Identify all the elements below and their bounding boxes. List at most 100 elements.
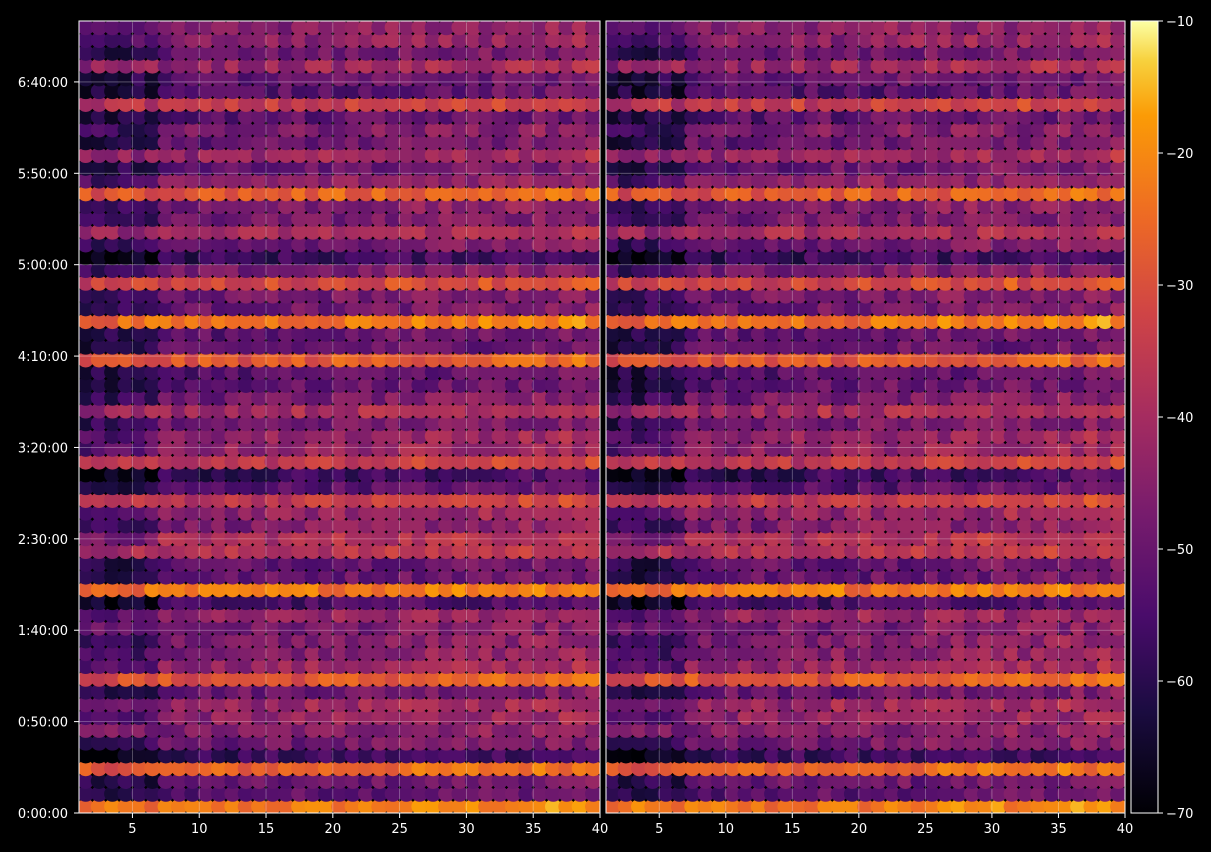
heatmap-cell [670,441,688,457]
heatmap-cell [1070,645,1087,662]
heatmap-cell [130,428,148,445]
heatmap-cell [304,453,322,470]
heatmap-cell [1110,147,1125,164]
heatmap-cell [451,670,469,687]
heatmap-cell [571,351,589,368]
heatmap-cell [478,300,495,317]
heatmap-cell [304,492,322,508]
heatmap-cell [170,70,188,87]
heatmap-cell [197,389,215,406]
heatmap-cell [977,326,994,342]
heatmap-cell [857,83,874,100]
heatmap-cell [277,773,295,789]
heatmap-cell [870,696,888,713]
heatmap-cell [937,504,954,521]
heatmap-cell [724,198,741,215]
heatmap-cell [518,555,535,572]
heatmap-cell [631,798,648,813]
heatmap-cell [950,96,967,112]
heatmap-cell [558,45,575,61]
heatmap-cell [424,402,442,419]
heatmap-cell [843,21,861,36]
heatmap-cell [1056,415,1074,432]
heatmap-cell [104,236,121,253]
heatmap-cell [264,568,281,585]
heatmap-cell [531,568,549,585]
heatmap-cell [571,658,589,675]
heatmap-cell [817,326,834,342]
heatmap-cell [950,645,967,662]
heatmap-cell [697,747,715,764]
heatmap-cell [504,262,522,279]
heatmap-cell [1030,121,1047,138]
heatmap-cell [264,543,281,560]
heatmap-cell [910,45,927,61]
heatmap-cell [830,773,848,789]
heatmap-cell [1070,798,1087,813]
heatmap-cell [817,108,834,125]
heatmap-cell [224,83,241,100]
y-tick-label: 1:40:00 [18,624,68,639]
heatmap-cell [464,326,482,342]
heatmap-cell [977,198,994,215]
heatmap-cell [518,607,535,623]
heatmap-cell [790,543,808,560]
heatmap-cell [210,709,228,726]
heatmap-cell [1056,441,1074,457]
heatmap-cell [344,389,362,406]
heatmap-cell [910,543,927,560]
heatmap-cell [491,492,509,508]
heatmap-cell [79,70,94,87]
heatmap-cell [464,300,482,317]
heatmap-cell [237,581,255,598]
heatmap-cell [210,300,228,317]
heatmap-cell [371,147,388,164]
heatmap-cell [424,57,442,74]
heatmap-cell [558,658,575,675]
heatmap-cell [90,377,108,393]
heatmap-cell [130,274,148,291]
heatmap-cell [737,555,754,572]
heatmap-cell [104,223,121,240]
heatmap-cell [197,198,215,215]
heatmap-cell [504,747,522,764]
heatmap-cell [857,415,874,432]
heatmap-cell [843,428,861,445]
heatmap-cell [777,236,794,253]
heatmap-cell [1083,147,1100,164]
heatmap-cell [883,32,901,49]
heatmap-cell [670,453,688,470]
heatmap-cell [451,581,469,598]
heatmap-cell [1056,159,1074,176]
heatmap-cell [923,402,941,419]
heatmap-cell [790,147,808,164]
heatmap-cell [631,530,648,547]
heatmap-cell [724,530,741,547]
heatmap-cell [737,415,754,432]
heatmap-cell [910,21,927,36]
heatmap-cell [1083,236,1100,253]
heatmap-cell [963,32,981,49]
heatmap-cell [210,504,228,521]
heatmap-cell [644,658,661,675]
heatmap-cell [750,722,768,738]
heatmap-cell [264,83,281,100]
heatmap-cell [670,300,688,317]
heatmap-cell [1070,364,1087,381]
heatmap-cell [224,504,241,521]
heatmap-cell [737,364,754,381]
heatmap-cell [571,326,589,342]
heatmap-cell [304,747,322,764]
heatmap-cell [558,760,575,777]
heatmap-cell [1083,108,1100,125]
heatmap-cell [531,658,549,675]
heatmap-cell [950,159,967,176]
heatmap-cell [606,45,621,61]
heatmap-cell [1030,402,1047,419]
heatmap-cell [157,236,175,253]
heatmap-cell [897,696,914,713]
heatmap-cell [1070,45,1087,61]
heatmap-cell [1043,134,1061,151]
heatmap-cell [657,734,675,751]
heatmap-cell [304,696,322,713]
